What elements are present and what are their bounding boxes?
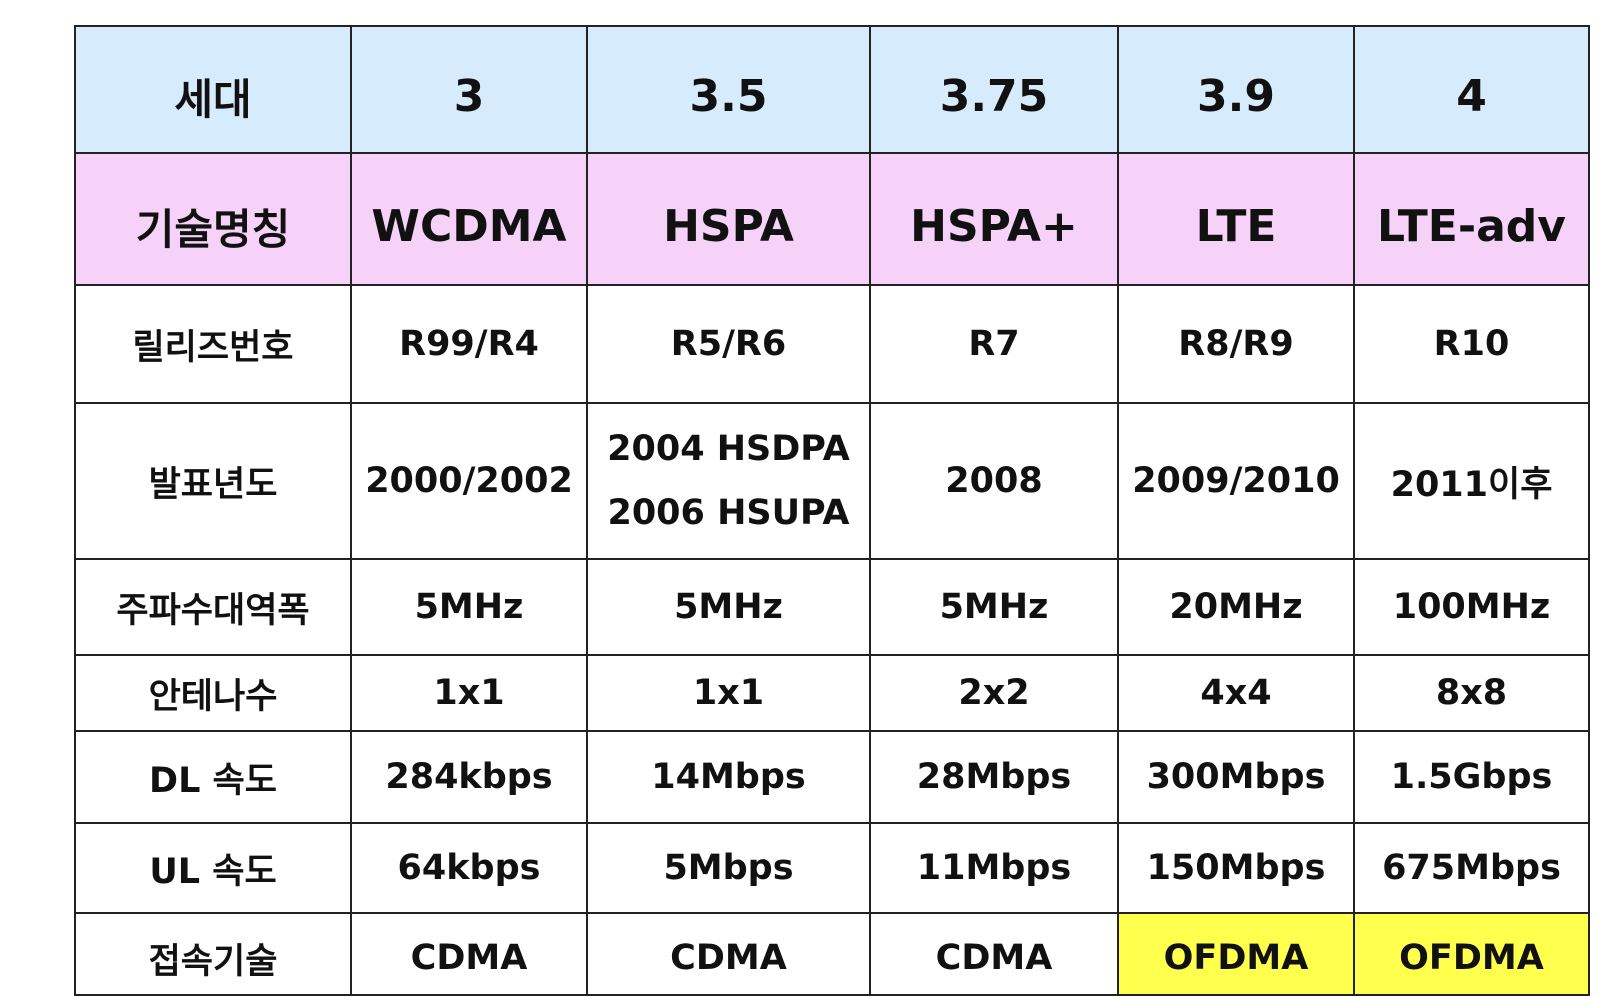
table-row-bandwidth: 주파수대역폭 5MHz 5MHz 5MHz 20MHz 100MHz	[74, 558, 1590, 656]
row-label-release: 릴리즈번호	[74, 284, 352, 404]
cell-tech-lte-adv: LTE-adv	[1353, 152, 1590, 286]
row-label-access-tech: 접속기술	[74, 912, 352, 996]
row-label-tech-name: 기술명칭	[74, 152, 352, 286]
row-label-bandwidth: 주파수대역폭	[74, 558, 352, 656]
table-row-generation: 세대 3 3.5 3.75 3.9 4	[74, 25, 1590, 154]
cell-ul-lte-adv: 675Mbps	[1353, 822, 1590, 914]
cell-antenna-lte-adv: 8x8	[1353, 654, 1590, 732]
cell-ul-hspa: 5Mbps	[586, 822, 871, 914]
table-row-access-tech: 접속기술 CDMA CDMA CDMA OFDMA OFDMA	[74, 912, 1590, 996]
table-row-tech-name: 기술명칭 WCDMA HSPA HSPA+ LTE LTE-adv	[74, 152, 1590, 286]
cell-ul-lte: 150Mbps	[1117, 822, 1355, 914]
cell-bandwidth-lte-adv: 100MHz	[1353, 558, 1590, 656]
cell-year-wcdma: 2000/2002	[350, 402, 588, 560]
generation-comparison-table: 세대 3 3.5 3.75 3.9 4 기술명칭 WCDMA HSPA HSPA…	[74, 25, 1590, 996]
cell-year-lte-adv: 2011이후	[1353, 402, 1590, 560]
cell-year-hspa-line-2: 2006 HSUPA	[607, 493, 850, 533]
cell-year-hspa-line-1: 2004 HSDPA	[607, 429, 850, 469]
cell-generation-lte: 3.9	[1117, 25, 1355, 154]
cell-access-wcdma: CDMA	[350, 912, 588, 996]
cell-release-lte: R8/R9	[1117, 284, 1355, 404]
row-label-ul-speed: UL 속도	[74, 822, 352, 914]
cell-tech-lte: LTE	[1117, 152, 1355, 286]
row-label-antenna: 안테나수	[74, 654, 352, 732]
cell-ul-hspa-plus: 11Mbps	[869, 822, 1119, 914]
cell-antenna-hspa: 1x1	[586, 654, 871, 732]
cell-access-hspa: CDMA	[586, 912, 871, 996]
row-label-year: 발표년도	[74, 402, 352, 560]
cell-access-hspa-plus: CDMA	[869, 912, 1119, 996]
table-row-year: 발표년도 2000/2002 2004 HSDPA 2006 HSUPA 200…	[74, 402, 1590, 560]
cell-dl-lte-adv: 1.5Gbps	[1353, 730, 1590, 824]
cell-ul-wcdma: 64kbps	[350, 822, 588, 914]
cell-tech-wcdma: WCDMA	[350, 152, 588, 286]
cell-access-lte-adv: OFDMA	[1353, 912, 1590, 996]
cell-generation-lte-adv: 4	[1353, 25, 1590, 154]
cell-release-hspa: R5/R6	[586, 284, 871, 404]
cell-release-lte-adv: R10	[1353, 284, 1590, 404]
cell-generation-wcdma: 3	[350, 25, 588, 154]
cell-generation-hspa: 3.5	[586, 25, 871, 154]
cell-tech-hspa: HSPA	[586, 152, 871, 286]
cell-bandwidth-lte: 20MHz	[1117, 558, 1355, 656]
cell-tech-hspa-plus: HSPA+	[869, 152, 1119, 286]
cell-access-lte: OFDMA	[1117, 912, 1355, 996]
table-row-release: 릴리즈번호 R99/R4 R5/R6 R7 R8/R9 R10	[74, 284, 1590, 404]
cell-year-hspa: 2004 HSDPA 2006 HSUPA	[586, 402, 871, 560]
cell-dl-hspa-plus: 28Mbps	[869, 730, 1119, 824]
table-row-antenna: 안테나수 1x1 1x1 2x2 4x4 8x8	[74, 654, 1590, 732]
cell-antenna-wcdma: 1x1	[350, 654, 588, 732]
table-row-ul-speed: UL 속도 64kbps 5Mbps 11Mbps 150Mbps 675Mbp…	[74, 822, 1590, 914]
cell-dl-wcdma: 284kbps	[350, 730, 588, 824]
cell-antenna-lte: 4x4	[1117, 654, 1355, 732]
table-row-dl-speed: DL 속도 284kbps 14Mbps 28Mbps 300Mbps 1.5G…	[74, 730, 1590, 824]
cell-release-hspa-plus: R7	[869, 284, 1119, 404]
cell-release-wcdma: R99/R4	[350, 284, 588, 404]
row-label-generation: 세대	[74, 25, 352, 154]
cell-dl-hspa: 14Mbps	[586, 730, 871, 824]
row-label-dl-speed: DL 속도	[74, 730, 352, 824]
cell-bandwidth-wcdma: 5MHz	[350, 558, 588, 656]
cell-year-hspa-plus: 2008	[869, 402, 1119, 560]
cell-dl-lte: 300Mbps	[1117, 730, 1355, 824]
cell-bandwidth-hspa: 5MHz	[586, 558, 871, 656]
cell-bandwidth-hspa-plus: 5MHz	[869, 558, 1119, 656]
cell-antenna-hspa-plus: 2x2	[869, 654, 1119, 732]
cell-generation-hspa-plus: 3.75	[869, 25, 1119, 154]
cell-year-lte: 2009/2010	[1117, 402, 1355, 560]
